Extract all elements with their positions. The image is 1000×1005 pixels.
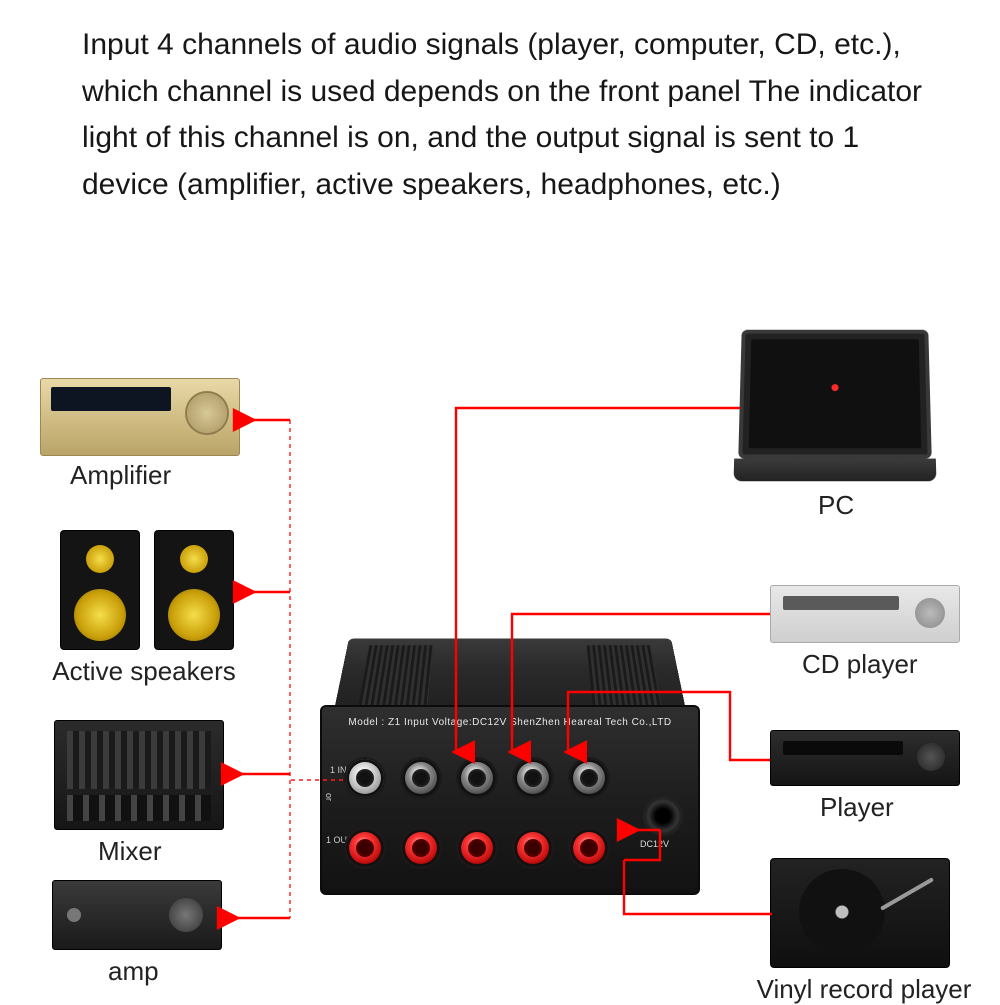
rca-bottom-row: [346, 829, 608, 867]
vinyl-label: Vinyl record player: [744, 974, 984, 1005]
rca-top-row: [346, 759, 608, 797]
mixer-icon: [54, 720, 224, 830]
rca-in4-red: [570, 829, 608, 867]
device-vinyl: Vinyl record player: [770, 858, 980, 968]
device-mixer: Mixer: [54, 720, 234, 830]
device-panel-text: Model : Z1 Input Voltage:DC12V ShenZhen …: [322, 717, 698, 728]
speaker-right-icon: [154, 530, 234, 650]
amp-label: amp: [108, 956, 159, 987]
cd-player-label: CD player: [802, 649, 918, 680]
pc-label: PC: [818, 490, 854, 521]
active-speakers-label: Active speakers: [44, 656, 244, 687]
device-pc: PC: [740, 328, 960, 458]
device-cd-player: CD player: [770, 585, 970, 643]
dc-jack-icon: [646, 799, 680, 833]
laptop-icon: [738, 330, 932, 459]
amplifier-label: Amplifier: [70, 460, 171, 491]
amp-icon: [52, 880, 222, 950]
switch-device: Model : Z1 Input Voltage:DC12V ShenZhen …: [310, 610, 710, 910]
port-label-1in: 1 IN: [330, 765, 347, 775]
player-label: Player: [820, 792, 894, 823]
mixer-label: Mixer: [98, 836, 162, 867]
device-amplifier: Amplifier: [40, 378, 240, 456]
port-label-or: or: [324, 793, 334, 801]
device-player: Player: [770, 730, 970, 786]
speaker-left-icon: [60, 530, 140, 650]
rca-in2-red: [458, 829, 496, 867]
rca-in3-red: [514, 829, 552, 867]
rca-1out-red: [346, 829, 384, 867]
turntable-icon: [770, 858, 950, 968]
device-rear-panel: Model : Z1 Input Voltage:DC12V ShenZhen …: [320, 705, 700, 895]
description-text: Input 4 channels of audio signals (playe…: [82, 22, 932, 208]
rca-in1-white: [402, 759, 440, 797]
device-active-speakers: Active speakers: [52, 530, 242, 650]
cd-player-icon: [770, 585, 960, 643]
rca-in4-white: [570, 759, 608, 797]
amplifier-icon: [40, 378, 240, 456]
connection-diagram: Amplifier Active speakers Mixer amp Mode…: [0, 300, 1000, 1000]
rca-in3-white: [514, 759, 552, 797]
device-amp: amp: [52, 880, 232, 950]
rca-in1-red: [402, 829, 440, 867]
rca-in2-white: [458, 759, 496, 797]
player-icon: [770, 730, 960, 786]
rca-1in-white: [346, 759, 384, 797]
